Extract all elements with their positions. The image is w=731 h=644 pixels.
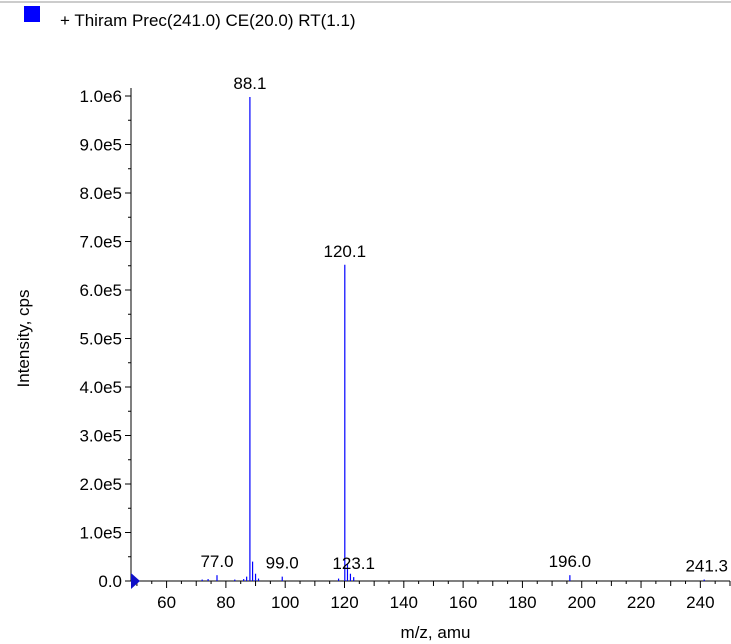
y-tick-label: 4.0e5 xyxy=(79,378,122,397)
peaks xyxy=(201,96,705,581)
x-tick-label: 220 xyxy=(627,593,655,612)
peak-label: 123.1 xyxy=(332,554,375,573)
peak-label: 196.0 xyxy=(549,552,592,571)
y-tick-label: 5.0e5 xyxy=(79,330,122,349)
x-tick-label: 160 xyxy=(449,593,477,612)
y-tick-label: 2.0e5 xyxy=(79,475,122,494)
y-axis-title: Intensity, cps xyxy=(14,290,33,388)
y-ticks: 0.0 1.0e5 2.0e5 3.0e5 4.0e5 5.0e5 6.0e5 7.0e5 8.… xyxy=(79,87,131,591)
x-tick-label: 60 xyxy=(157,593,176,612)
x-tick-label: 80 xyxy=(216,593,235,612)
peak-label: 241.3 xyxy=(685,557,728,576)
peak-labels: 88.1 120.1 77.0 99.0 123.1 196.0 241.3 xyxy=(200,74,728,576)
x-axis-title: m/z, amu xyxy=(401,623,471,642)
y-tick-label: 9.0e5 xyxy=(79,136,122,155)
x-tick-label: 200 xyxy=(568,593,596,612)
y-tick-label: 3.0e5 xyxy=(79,427,122,446)
y-tick-label: 7.0e5 xyxy=(79,233,122,252)
y-tick-label: 1.0e5 xyxy=(79,524,122,543)
x-tick-label: 140 xyxy=(390,593,418,612)
peak-label: 77.0 xyxy=(200,552,233,571)
peak-label: 120.1 xyxy=(324,242,367,261)
legend-label: + Thiram Prec(241.0) CE(20.0) RT(1.1) xyxy=(60,11,356,30)
y-tick-label: 6.0e5 xyxy=(79,281,122,300)
x-tick-label: 120 xyxy=(330,593,358,612)
x-ticks: 60 80 100 120 140 160 180 200 220 240 xyxy=(136,581,731,612)
x-tick-label: 180 xyxy=(508,593,536,612)
y-tick-label: 1.0e6 xyxy=(79,87,122,106)
y-tick-label: 0.0 xyxy=(98,572,122,591)
baseline-marker-icon xyxy=(131,573,140,589)
x-tick-label: 240 xyxy=(686,593,714,612)
peak-label: 88.1 xyxy=(233,74,266,93)
y-tick-label: 8.0e5 xyxy=(79,184,122,203)
peak-label: 99.0 xyxy=(266,554,299,573)
x-tick-label: 100 xyxy=(271,593,299,612)
legend-swatch xyxy=(24,6,40,22)
